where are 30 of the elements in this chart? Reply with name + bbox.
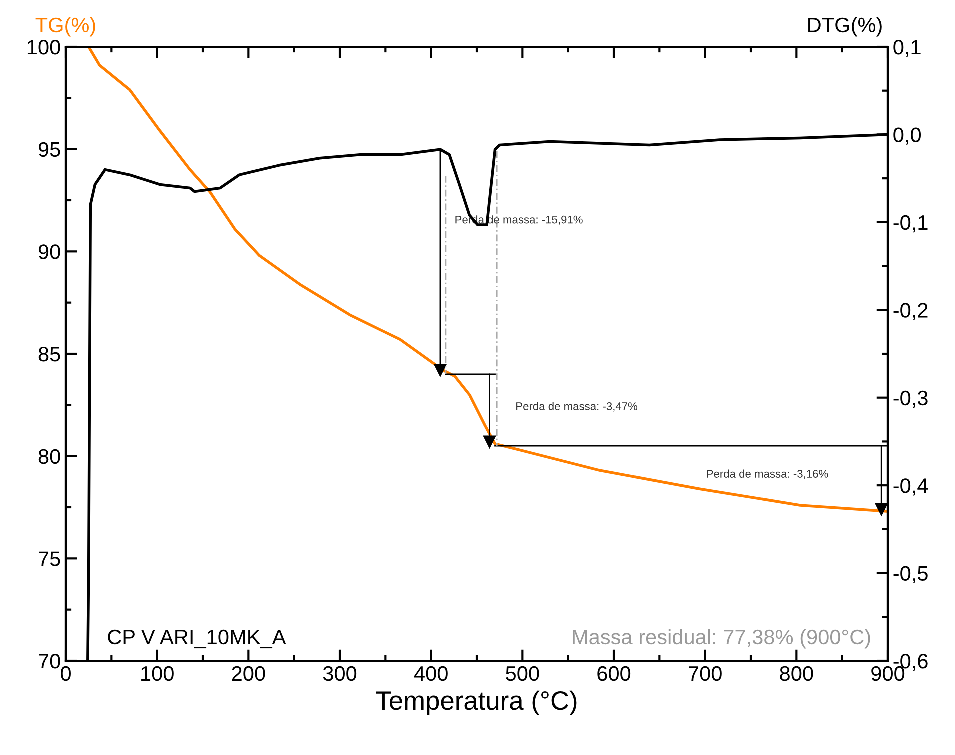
- y-tick-label: 100: [28, 40, 60, 55]
- x-tick-label: 600: [598, 666, 631, 682]
- x-axis-title: Temperatura (°C): [376, 690, 577, 716]
- y-tick-label: 90: [38, 244, 60, 260]
- x-tick-label: 700: [689, 666, 722, 682]
- y2-axis-title: DTG(%): [808, 17, 882, 37]
- x-tick-label: 400: [414, 666, 448, 682]
- x-tick-label: 500: [506, 666, 540, 682]
- y-axis-title: TG(%): [36, 17, 96, 37]
- x-tick-label: 100: [142, 666, 174, 682]
- y2-tick-label: -0,4: [894, 478, 928, 496]
- y2-tick-label: -0,5: [894, 566, 928, 584]
- y2-tick-label: -0,2: [894, 303, 928, 320]
- y-tick-label: 75: [39, 552, 60, 566]
- x-tick-label: 800: [780, 666, 814, 682]
- y2-tick-label: 0,0: [894, 128, 922, 145]
- y-tick-label: 85: [38, 347, 60, 362]
- x-tick-label: 200: [232, 666, 266, 682]
- y2-tick-label: 0,1: [894, 40, 921, 58]
- y-tick-label: 95: [38, 142, 60, 158]
- y2-tick-label: -0,3: [894, 390, 928, 408]
- annotation: Perda de massa: -3,47%: [516, 402, 638, 412]
- y2-tick-label: -0,1: [894, 215, 928, 233]
- annotation: Perda de massa: -3,16%: [707, 470, 828, 480]
- y-tick-label: 80: [38, 449, 60, 464]
- y-tick-label: 70: [39, 654, 60, 669]
- x-tick-label: 300: [323, 666, 357, 682]
- annotation: Massa residual: 77,38% (900°C): [573, 629, 870, 649]
- annotation: CP V ARI_10MK_A: [108, 630, 286, 649]
- x-tick-label: 0: [61, 666, 71, 682]
